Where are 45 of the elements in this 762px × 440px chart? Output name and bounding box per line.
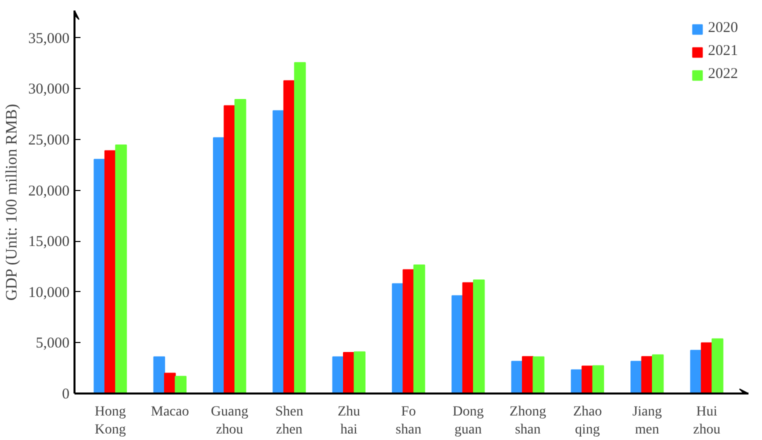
x-tick-label: Zhong shan bbox=[510, 404, 546, 438]
y-tick-label: 0 bbox=[62, 386, 70, 402]
x-tick-label: Fo shan bbox=[396, 404, 422, 438]
x-tick-label: Zhao qing bbox=[573, 404, 602, 438]
bar bbox=[641, 356, 653, 394]
legend-label: 2022 bbox=[708, 66, 738, 83]
bar bbox=[712, 338, 724, 394]
y-tick-label: 35,000 bbox=[28, 30, 70, 47]
x-tick-label: Macao bbox=[150, 404, 189, 420]
bar bbox=[224, 105, 236, 394]
bar bbox=[582, 366, 594, 394]
y-tick-label: 15,000 bbox=[28, 234, 70, 250]
x-tick-label: Jiang men bbox=[632, 404, 662, 438]
x-tick-label: Hong Kong bbox=[94, 404, 126, 438]
y-tick-label: 30,000 bbox=[28, 82, 70, 98]
y-tick-label: 25,000 bbox=[28, 132, 70, 149]
bar bbox=[652, 354, 664, 394]
bar bbox=[354, 351, 366, 394]
bar bbox=[690, 350, 702, 394]
bar bbox=[532, 356, 544, 394]
x-tick-label: Zhu hai bbox=[338, 404, 360, 438]
bar bbox=[452, 295, 464, 394]
legend-label: 2020 bbox=[708, 20, 738, 37]
x-tick-label: Shen zhen bbox=[275, 404, 304, 438]
x-tick-label: Dong guan bbox=[452, 404, 484, 438]
bar bbox=[164, 372, 176, 394]
bar bbox=[413, 264, 426, 394]
bar bbox=[511, 360, 523, 394]
bar bbox=[473, 280, 485, 394]
legend-label: 2021 bbox=[708, 43, 738, 60]
y-tick-label: 5,000 bbox=[36, 336, 70, 352]
bar bbox=[94, 158, 106, 394]
bar bbox=[294, 62, 306, 394]
y-axis-title: GDP (Unit: 100 million RMB) bbox=[3, 104, 20, 301]
bar bbox=[153, 356, 166, 394]
bar bbox=[272, 110, 284, 394]
x-tick-label: Hui zhou bbox=[693, 404, 720, 438]
y-tick-label: 10,000 bbox=[28, 284, 70, 301]
bar bbox=[234, 98, 246, 394]
bar bbox=[174, 376, 187, 394]
x-tick-label: Guang zhou bbox=[210, 404, 248, 438]
bar bbox=[115, 144, 127, 394]
bar bbox=[402, 269, 414, 394]
y-tick-label: 20,000 bbox=[28, 183, 70, 200]
bar bbox=[592, 365, 604, 394]
